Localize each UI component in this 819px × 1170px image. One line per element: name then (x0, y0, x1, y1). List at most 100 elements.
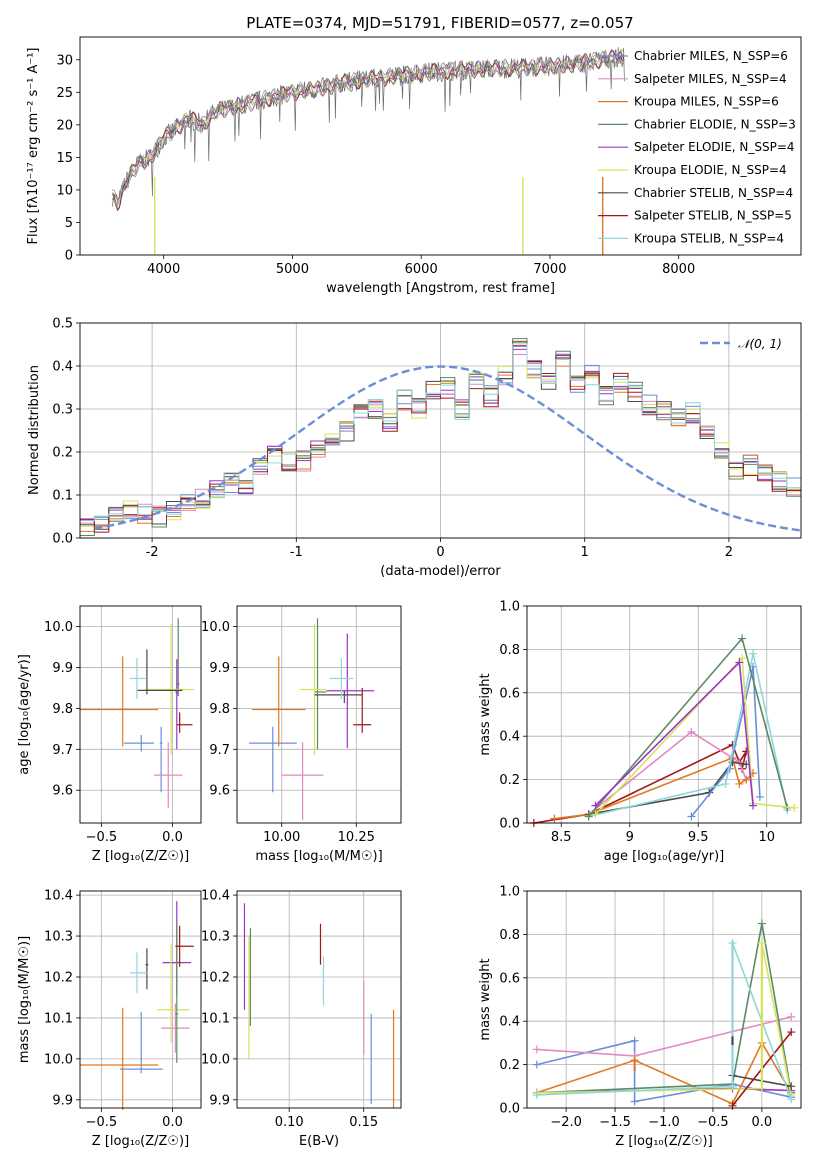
plus-marker (735, 658, 744, 667)
plus-marker (735, 779, 744, 788)
y-tick-label: 10.0 (44, 1052, 73, 1067)
plus-marker (787, 1028, 796, 1037)
axes-frame (236, 890, 402, 1109)
x-tick-label: 2 (725, 545, 733, 560)
spectrum-plot: 4000 5000 6000 7000 8000 0 5 10 15 20 25 30 waveleng… (26, 36, 802, 296)
x-tick-label: 6000 (405, 262, 438, 277)
model-spectrum-line (111, 50, 625, 211)
x-axis-label: (data-model)/error (380, 564, 501, 579)
x-tick-label: 8.5 (551, 830, 572, 845)
y-tick-label: 30 (56, 53, 73, 68)
axes-frame (79, 890, 202, 1109)
y-tick-label: 9.8 (209, 702, 230, 717)
x-axis-label: E(B-V) (299, 1134, 339, 1149)
plus-marker (738, 654, 747, 663)
normal-reference-curve (94, 365, 802, 532)
y-tick-label: 10.0 (44, 620, 73, 635)
legend-entry: Kroupa STELIB, N_SSP=4 (634, 231, 784, 245)
x-tick-label: 0.15 (349, 1115, 378, 1130)
plus-marker (728, 1101, 737, 1110)
histogram-step-line (80, 341, 801, 528)
plus-marker (787, 1082, 796, 1091)
plus-marker (687, 812, 696, 821)
x-tick-label: 1 (581, 545, 589, 560)
x-tick-label: −0.5 (86, 1115, 118, 1130)
y-tick-label: 10.2 (44, 970, 73, 985)
histogram-step-line (80, 343, 801, 522)
model-spectrum-line (112, 47, 625, 204)
plus-marker (532, 1060, 541, 1069)
y-tick-label: 0.8 (499, 928, 520, 943)
x-axis-label: Z [log₁₀(Z/Z☉)] (615, 1134, 712, 1149)
model-spectrum-line (111, 49, 625, 212)
mass-weight-line (588, 730, 747, 815)
y-tick-label: 10.3 (201, 930, 230, 945)
legend-entry: 𝒩(0, 1) (738, 337, 782, 351)
x-tick-label: 0.0 (162, 1115, 183, 1130)
x-axis-label: Z [log₁₀(Z/Z☉)] (92, 849, 189, 864)
y-tick-label: 9.8 (52, 702, 73, 717)
legend-entry: Salpeter STELIB, N_SSP=5 (634, 209, 792, 223)
residual-histogram-plot: -2 -1 0 1 2 0.0 0.1 0.2 0.3 0.4 0.5 (data-model)/er… (27, 317, 802, 579)
y-tick-label: 0.2 (499, 1058, 520, 1073)
axes-frame (79, 322, 802, 539)
x-tick-label: 7000 (533, 262, 566, 277)
x-tick-label: −0.5 (697, 1115, 729, 1130)
x-tick-label: 8000 (662, 262, 695, 277)
model-spectrum-line (112, 51, 625, 208)
y-tick-label: 9.9 (52, 1093, 73, 1108)
y-tick-label: 0.6 (499, 971, 520, 986)
plus-marker (787, 1095, 796, 1104)
y-tick-label: 9.9 (209, 661, 230, 676)
legend-entry: Salpeter ELODIE, N_SSP=4 (634, 140, 795, 154)
y-axis-label: age [log₁₀(age/yr)] (17, 654, 32, 775)
x-tick-label: -1 (290, 545, 303, 560)
y-tick-label: 0.4 (499, 1015, 520, 1030)
mass-vs-metallicity-plot: −0.5 0.0 9.9 10.0 10.1 10.2 10.3 10.4 Z [log₁₀(Z… (17, 889, 202, 1149)
age-vs-mass-plot: 10.00 10.25 9.6 9.7 9.8 9.9 10.0 mass [log₁₀(M/… (201, 605, 402, 864)
plus-marker (755, 792, 764, 801)
y-axis-label: Flux [fλ10⁻¹⁷ erg cm⁻² s⁻¹ A⁻¹] (26, 48, 41, 245)
plus-marker (687, 727, 696, 736)
plus-marker (591, 801, 600, 810)
mass-vs-ebv-plot: 0.10 0.15 9.9 10.0 10.1 10.2 10.3 10.4 E(B-V) (201, 889, 402, 1149)
x-tick-label: 10.25 (338, 830, 375, 845)
x-axis-label: Z [log₁₀(Z/Z☉)] (92, 1134, 189, 1149)
y-tick-label: 10.1 (44, 1011, 73, 1026)
y-tick-label: 0.0 (52, 532, 73, 547)
y-tick-label: 0.2 (499, 773, 520, 788)
mass-weight-line (690, 666, 761, 818)
model-spectrum-line (112, 50, 625, 207)
legend-entry: Chabrier ELODIE, N_SSP=3 (634, 117, 796, 131)
model-spectrum-line (111, 50, 625, 210)
plus-marker (728, 1082, 737, 1091)
y-tick-label: 1.0 (499, 885, 520, 900)
model-spectrum-line (111, 49, 625, 212)
y-tick-label: 1.0 (499, 600, 520, 615)
plus-marker (749, 801, 758, 810)
plus-marker (757, 919, 766, 928)
y-tick-label: 25 (56, 86, 73, 101)
axes-frame (236, 605, 402, 824)
y-tick-label: 10.4 (44, 889, 73, 904)
mass-weight-line (588, 653, 789, 818)
mass-weight-line (588, 761, 747, 816)
y-axis-label: mass weight (478, 958, 493, 1040)
x-tick-label: −1.0 (648, 1115, 680, 1130)
x-tick-label: 0.0 (752, 1115, 773, 1130)
figure-title: PLATE=0374, MJD=51791, FIBERID=0577, z=0… (246, 14, 633, 32)
histogram-step-line (80, 341, 801, 530)
x-axis-label: age [log₁₀(age/yr)] (604, 849, 725, 864)
x-tick-label: 4000 (147, 262, 180, 277)
y-tick-label: 0.6 (499, 686, 520, 701)
y-tick-label: 10.0 (201, 1052, 230, 1067)
y-tick-label: 10.0 (201, 620, 230, 635)
plus-marker (550, 814, 559, 823)
x-tick-label: 5000 (276, 262, 309, 277)
axes-frame (79, 605, 202, 824)
plus-marker (532, 1045, 541, 1054)
y-tick-label: 9.9 (52, 661, 73, 676)
x-tick-label: 9 (626, 830, 634, 845)
x-tick-label: −0.5 (86, 830, 118, 845)
